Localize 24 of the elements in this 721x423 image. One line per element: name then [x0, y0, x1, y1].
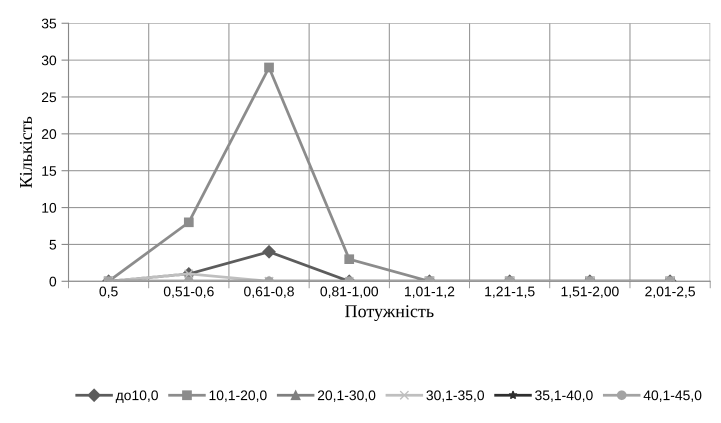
y-tick-label: 35 [42, 18, 56, 28]
y-tick-label: 20 [42, 129, 56, 140]
x-axis-title: Потужність [345, 305, 434, 322]
x-tick-label: 2,01-2,5 [645, 286, 695, 298]
y-tick-label: 15 [42, 166, 56, 176]
legend-label: 35,1-40,0 [535, 390, 593, 402]
y-tick-label: 0 [50, 276, 56, 286]
y-tick-label: 5 [50, 240, 56, 250]
x-tick-label: 0,61-0,8 [244, 286, 294, 298]
legend-label: 20,1-30,0 [318, 390, 376, 402]
x-tick-label: 1,01-1,2 [405, 286, 454, 298]
x-tick-label: 0,5 [99, 286, 118, 298]
y-axis-title: Кількість [20, 116, 32, 188]
y-tick-label: 10 [42, 202, 56, 213]
legend-label: 40,1-45,0 [644, 390, 702, 402]
x-tick-label: 0,51-0,6 [164, 286, 214, 298]
legend-label: 30,1-35,0 [426, 390, 484, 402]
x-tick-label: 1,51-2,00 [562, 286, 619, 298]
y-tick-label: 30 [42, 55, 56, 66]
legend-label: до10,0 [116, 390, 158, 403]
y-tick-label: 25 [42, 92, 56, 102]
x-tick-label: 0,81-1,00 [320, 286, 378, 298]
x-tick-label: 1,21-1,5 [485, 286, 535, 298]
legend-label: 10,1-20,0 [210, 390, 267, 402]
